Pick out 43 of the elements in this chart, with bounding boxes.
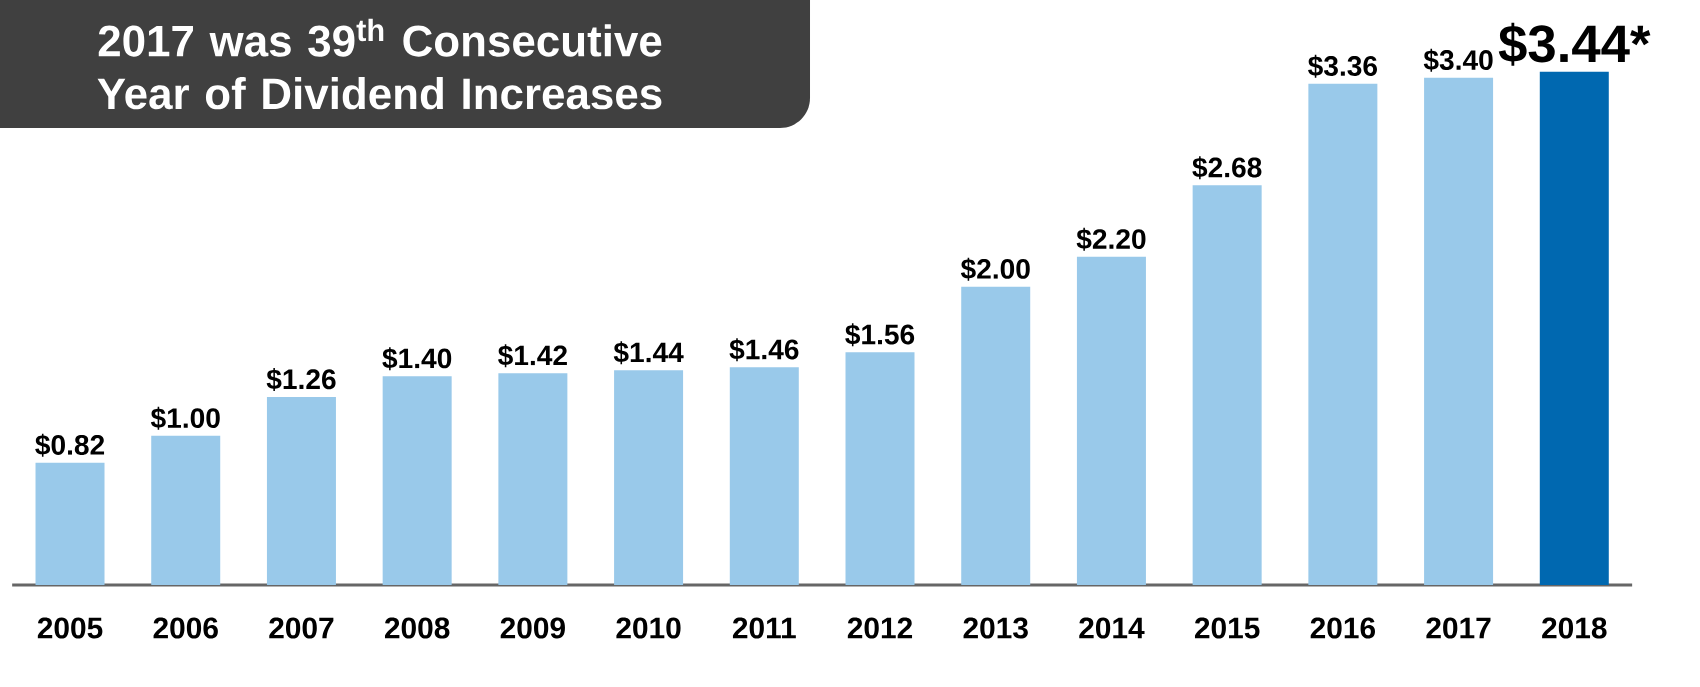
data-label: $2.00: [960, 257, 1030, 281]
bar: [1076, 256, 1146, 585]
x-tick-label: 2009: [500, 617, 565, 639]
x-tick-label: 2018: [1542, 617, 1607, 639]
bar: [1192, 185, 1262, 585]
x-tick-label: 2012: [847, 617, 913, 639]
data-label: $1.44: [613, 341, 684, 365]
x-tick-label: 2005: [37, 617, 103, 639]
bar: [614, 370, 684, 585]
x-tick-label: 2006: [153, 617, 218, 639]
data-label: $1.56: [845, 323, 915, 347]
bar: [1539, 71, 1609, 585]
data-label: $0.82: [35, 433, 105, 457]
bar: [266, 397, 336, 585]
data-label: $3.36: [1308, 54, 1377, 78]
x-tick-label: 2007: [269, 617, 334, 639]
data-label: $1.40: [382, 347, 452, 371]
x-tick-label: 2015: [1194, 617, 1260, 639]
data-label: $1.26: [266, 368, 336, 392]
data-label: $1.42: [498, 344, 567, 368]
bar: [382, 376, 452, 585]
bar: [729, 367, 799, 585]
bar: [961, 286, 1031, 585]
bar: [35, 462, 105, 585]
bar: [151, 435, 221, 585]
x-tick-label: 2008: [384, 617, 450, 639]
x-tick-label: 2011: [732, 617, 796, 639]
data-label: $2.68: [1192, 156, 1262, 180]
x-tick-label: 2014: [1079, 617, 1145, 639]
bar: [1308, 83, 1378, 585]
data-label: $3.40: [1423, 48, 1493, 72]
x-tick-label: 2016: [1310, 617, 1376, 639]
data-label: $1.46: [729, 338, 799, 362]
x-tick-label: 2017: [1426, 617, 1491, 639]
data-label: $3.44*: [1498, 22, 1651, 66]
data-label: $1.00: [150, 406, 220, 430]
x-tick-label: 2010: [616, 617, 681, 639]
bar: [1424, 77, 1494, 585]
bar: [498, 373, 568, 585]
bar: [845, 352, 915, 585]
data-label: $2.20: [1076, 227, 1146, 251]
x-tick-label: 2013: [963, 617, 1028, 639]
chart-title: 2017 was 39$^{th}$ Consecutive Year of Dividend Increases: [97, 18, 662, 110]
